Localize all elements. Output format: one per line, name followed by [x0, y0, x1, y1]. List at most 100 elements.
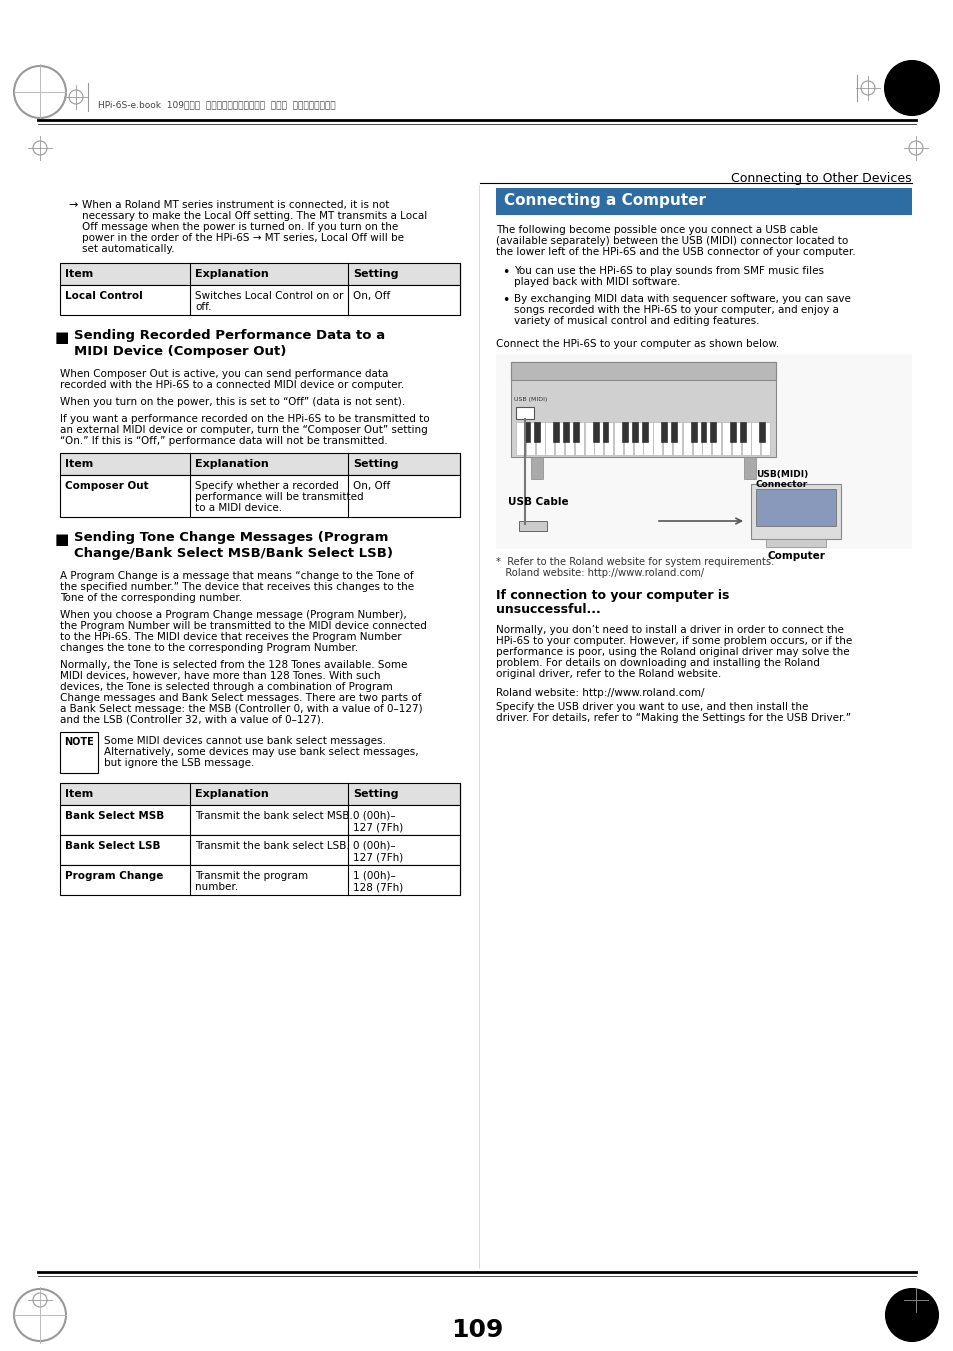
Text: Normally, the Tone is selected from the 128 Tones available. Some: Normally, the Tone is selected from the …	[60, 661, 407, 670]
Text: HPi-6S-e.book  109ページ  ２００７年１１月１９日  月曜日  午前１０時３６分: HPi-6S-e.book 109ページ ２００７年１１月１９日 月曜日 午前１…	[98, 100, 335, 109]
Bar	[584, 422, 593, 455]
Bar	[60, 285, 459, 315]
Text: Setting: Setting	[353, 459, 398, 469]
Text: Transmit the program: Transmit the program	[194, 871, 308, 881]
Text: problem. For details on downloading and installing the Roland: problem. For details on downloading and …	[496, 658, 819, 667]
Bar	[751, 422, 760, 455]
Text: Connecting a Computer: Connecting a Computer	[503, 193, 705, 208]
Text: When you turn on the power, this is set to “Off” (data is not sent).: When you turn on the power, this is set …	[60, 397, 405, 407]
Text: When Composer Out is active, you can send performance data: When Composer Out is active, you can sen…	[60, 369, 388, 380]
Text: If connection to your computer is: If connection to your computer is	[496, 589, 729, 603]
Text: Change messages and Bank Select messages. There are two parts of: Change messages and Bank Select messages…	[60, 693, 421, 703]
Text: recorded with the HPi-6S to a connected MIDI device or computer.: recorded with the HPi-6S to a connected …	[60, 380, 404, 390]
Text: A Program Change is a message that means “change to the Tone of: A Program Change is a message that means…	[60, 571, 414, 581]
Text: variety of musical control and editing features.: variety of musical control and editing f…	[514, 316, 759, 326]
Text: Alternatively, some devices may use bank select messages,: Alternatively, some devices may use bank…	[104, 747, 418, 757]
Bar	[692, 422, 700, 455]
Bar	[731, 422, 740, 455]
Text: but ignore the LSB message.: but ignore the LSB message.	[104, 758, 254, 767]
Text: Transmit the bank select LSB.: Transmit the bank select LSB.	[194, 842, 350, 851]
Bar	[759, 422, 764, 442]
Bar	[516, 407, 534, 419]
Bar	[701, 422, 711, 455]
Bar	[60, 865, 459, 894]
Bar	[672, 422, 681, 455]
Bar	[729, 422, 735, 442]
Bar	[564, 422, 574, 455]
Text: Specify whether a recorded: Specify whether a recorded	[194, 481, 338, 490]
Bar	[682, 422, 691, 455]
Text: 0 (00h)–: 0 (00h)–	[353, 842, 395, 851]
Text: Program Change: Program Change	[65, 871, 163, 881]
Bar	[60, 835, 459, 865]
Text: When you choose a Program Change message (Program Number),: When you choose a Program Change message…	[60, 611, 406, 620]
Bar	[739, 422, 745, 442]
Bar	[740, 422, 750, 455]
Text: Local Control: Local Control	[65, 290, 143, 301]
Text: a Bank Select message: the MSB (Controller 0, with a value of 0–127): a Bank Select message: the MSB (Controll…	[60, 704, 422, 713]
Text: 128 (7Fh): 128 (7Fh)	[353, 882, 403, 892]
Bar	[721, 422, 730, 455]
Text: USB(MIDI): USB(MIDI)	[755, 470, 807, 480]
Text: devices, the Tone is selected through a combination of Program: devices, the Tone is selected through a …	[60, 682, 393, 692]
Bar	[496, 354, 911, 549]
Bar	[575, 422, 583, 455]
Bar	[643, 422, 652, 455]
Text: changes the tone to the corresponding Program Number.: changes the tone to the corresponding Pr…	[60, 643, 357, 653]
Text: Setting: Setting	[353, 269, 398, 280]
Bar	[60, 805, 459, 835]
Bar	[60, 784, 459, 805]
Bar	[516, 422, 524, 455]
Circle shape	[885, 1289, 937, 1342]
Text: Setting: Setting	[353, 789, 398, 798]
Text: Connecting to Other Devices: Connecting to Other Devices	[731, 172, 911, 185]
Text: played back with MIDI software.: played back with MIDI software.	[514, 277, 679, 286]
Text: the Program Number will be transmitted to the MIDI device connected: the Program Number will be transmitted t…	[60, 621, 426, 631]
Text: to the HPi-6S. The MIDI device that receives the Program Number: to the HPi-6S. The MIDI device that rece…	[60, 632, 401, 642]
Bar	[525, 422, 535, 455]
Text: Transmit the bank select MSB.: Transmit the bank select MSB.	[194, 811, 353, 821]
Text: Roland website: http://www.roland.com/: Roland website: http://www.roland.com/	[496, 688, 703, 698]
Bar	[60, 476, 459, 517]
Bar	[602, 422, 608, 442]
Text: Connector: Connector	[755, 480, 807, 489]
Text: 1 (00h)–: 1 (00h)–	[353, 871, 395, 881]
Bar	[523, 422, 529, 442]
Text: Sending Tone Change Messages (Program: Sending Tone Change Messages (Program	[74, 531, 388, 544]
Bar	[760, 422, 769, 455]
Bar	[511, 362, 775, 457]
Text: and the LSB (Controller 32, with a value of 0–127).: and the LSB (Controller 32, with a value…	[60, 715, 324, 725]
Text: MIDI devices, however, have more than 128 Tones. With such: MIDI devices, however, have more than 12…	[60, 671, 380, 681]
Bar	[60, 453, 459, 476]
Text: performance will be transmitted: performance will be transmitted	[194, 492, 363, 503]
Text: On, Off: On, Off	[353, 290, 390, 301]
Text: 127 (7Fh): 127 (7Fh)	[353, 821, 403, 832]
Bar	[603, 422, 613, 455]
Text: the lower left of the HPi-6S and the USB connector of your computer.: the lower left of the HPi-6S and the USB…	[496, 247, 855, 257]
Text: necessary to make the Local Off setting. The MT transmits a Local: necessary to make the Local Off setting.…	[82, 211, 427, 222]
Bar	[743, 457, 755, 480]
Text: •: •	[501, 295, 509, 307]
Text: •: •	[501, 266, 509, 280]
Text: Connect the HPi-6S to your computer as shown below.: Connect the HPi-6S to your computer as s…	[496, 339, 779, 349]
Text: The following become possible once you connect a USB cable: The following become possible once you c…	[496, 226, 817, 235]
Bar	[594, 422, 603, 455]
Bar	[562, 422, 569, 442]
Text: Explanation: Explanation	[194, 459, 269, 469]
Text: Sending Recorded Performance Data to a: Sending Recorded Performance Data to a	[74, 330, 385, 342]
Circle shape	[884, 61, 938, 115]
Text: original driver, refer to the Roland website.: original driver, refer to the Roland web…	[496, 669, 720, 680]
Text: 0 (00h)–: 0 (00h)–	[353, 811, 395, 821]
Bar	[535, 422, 544, 455]
Text: HPi-6S to your computer. However, if some problem occurs, or if the: HPi-6S to your computer. However, if som…	[496, 636, 851, 646]
Bar	[662, 422, 672, 455]
Bar	[653, 422, 661, 455]
Bar	[545, 422, 554, 455]
Bar	[623, 422, 632, 455]
Text: driver. For details, refer to “Making the Settings for the USB Driver.”: driver. For details, refer to “Making th…	[496, 713, 850, 723]
Text: 109: 109	[451, 1319, 502, 1342]
Text: USB (MIDI): USB (MIDI)	[514, 397, 547, 403]
Bar	[614, 422, 622, 455]
Text: to a MIDI device.: to a MIDI device.	[194, 503, 282, 513]
Text: Some MIDI devices cannot use bank select messages.: Some MIDI devices cannot use bank select…	[104, 736, 385, 746]
